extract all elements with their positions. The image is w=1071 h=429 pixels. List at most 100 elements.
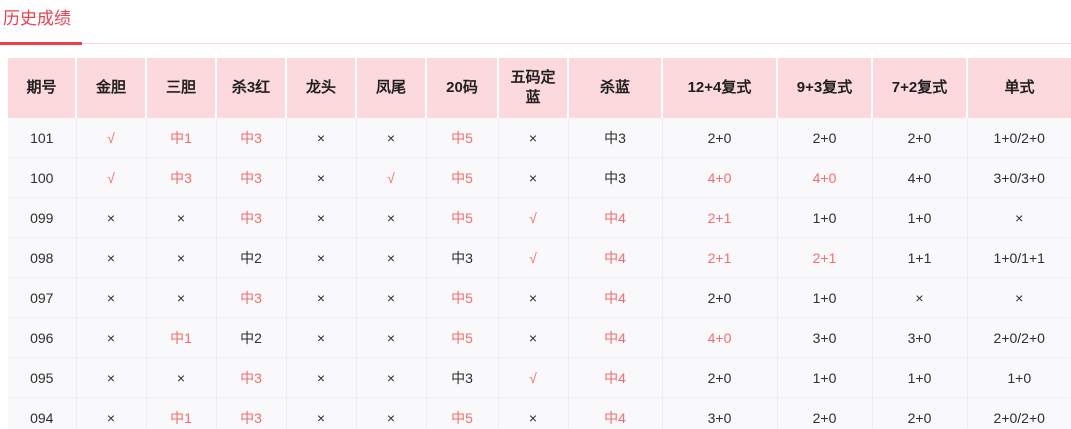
table-cell: 中4: [568, 277, 663, 318]
table-cell: ×: [967, 197, 1071, 238]
table-cell: ×: [356, 397, 427, 429]
table-cell: 2+1: [777, 237, 873, 278]
table-cell: 中3: [426, 237, 499, 278]
column-header: 五码定蓝: [498, 58, 569, 118]
table-row: 094 × 中1 中3 × × 中5 × 中4 3+0 2+0 2+0 2+0/2+0: [8, 397, 1071, 429]
table-cell: 2+0: [662, 277, 778, 318]
title-underline: [0, 42, 1071, 45]
table-cell: 中3: [216, 397, 287, 429]
table-cell: 2+0: [662, 118, 778, 158]
table-cell: ×: [146, 277, 217, 318]
table-cell: 中1: [146, 317, 217, 358]
table-cell: √: [76, 118, 147, 158]
table-cell: 中5: [426, 118, 499, 158]
table-cell: 2+0: [777, 397, 873, 429]
table-cell: 2+0: [662, 357, 778, 398]
column-header: 杀3红: [216, 58, 287, 118]
column-header: 单式: [967, 58, 1071, 118]
table-cell: 3+0: [662, 397, 778, 429]
table-cell: 1+0/2+0: [967, 118, 1071, 158]
table-cell: 3+0: [777, 317, 873, 358]
table-cell: 中3: [216, 118, 287, 158]
table-cell: ×: [356, 277, 427, 318]
table-cell: 中5: [426, 157, 499, 198]
column-header: 期号: [8, 58, 77, 118]
table-cell: ×: [967, 277, 1071, 318]
column-header: 三胆: [146, 58, 217, 118]
table-cell: 中3: [216, 157, 287, 198]
table-cell: ×: [286, 118, 357, 158]
table-cell: 1+1: [872, 237, 968, 278]
table-cell: 中3: [426, 357, 499, 398]
table-cell: 097: [8, 277, 77, 318]
table-cell: 1+0: [777, 277, 873, 318]
column-header: 杀蓝: [568, 58, 663, 118]
table-cell: ×: [76, 317, 147, 358]
table-cell: 中4: [568, 317, 663, 358]
table-cell: ×: [146, 357, 217, 398]
table-cell: 中5: [426, 277, 499, 318]
table-row: 100 √ 中3 中3 × √ 中5 × 中3 4+0 4+0 4+0 3+0/3+0: [8, 157, 1071, 198]
table-cell: ×: [76, 277, 147, 318]
table-cell: 3+0: [872, 317, 968, 358]
table-cell: 4+0: [662, 317, 778, 358]
table-cell: 中3: [568, 157, 663, 198]
table-cell: ×: [286, 197, 357, 238]
table-cell: √: [356, 157, 427, 198]
table-row: 096 × 中1 中2 × × 中5 × 中4 4+0 3+0 3+0 2+0/2+0: [8, 317, 1071, 358]
table-cell: ×: [76, 197, 147, 238]
table-cell: 1+0: [967, 357, 1071, 398]
table-cell: √: [498, 357, 569, 398]
table-cell: ×: [498, 118, 569, 158]
table-cell: 2+0: [872, 118, 968, 158]
table-cell: 3+0/3+0: [967, 157, 1071, 198]
table-cell: 101: [8, 118, 77, 158]
column-header: 金胆: [76, 58, 147, 118]
table-cell: 099: [8, 197, 77, 238]
column-header: 9+3复式: [777, 58, 873, 118]
table-row: 097 × × 中3 × × 中5 × 中4 2+0 1+0 × ×: [8, 277, 1071, 318]
table-cell: 1+0: [777, 357, 873, 398]
table-cell: 2+0: [777, 118, 873, 158]
table-cell: 中1: [146, 397, 217, 429]
table-cell: ×: [286, 357, 357, 398]
table-cell: 2+1: [662, 197, 778, 238]
page-title: 历史成绩: [3, 9, 71, 28]
table-cell: ×: [498, 317, 569, 358]
table-cell: 095: [8, 357, 77, 398]
table-cell: 2+0: [872, 397, 968, 429]
section-header: 历史成绩: [0, 0, 1071, 31]
table-cell: 094: [8, 397, 77, 429]
table-row: 101 √ 中1 中3 × × 中5 × 中3 2+0 2+0 2+0 1+0/2+0: [8, 118, 1071, 158]
table-cell: 中2: [216, 317, 287, 358]
column-header: 龙头: [286, 58, 357, 118]
table-cell: √: [76, 157, 147, 198]
table-cell: ×: [872, 277, 968, 318]
table-cell: 中3: [568, 118, 663, 158]
table-row: 099 × × 中3 × × 中5 √ 中4 2+1 1+0 1+0 ×: [8, 197, 1071, 238]
table-cell: ×: [146, 197, 217, 238]
column-header: 7+2复式: [872, 58, 968, 118]
table-cell: ×: [356, 197, 427, 238]
table-cell: 2+0/2+0: [967, 317, 1071, 358]
table-cell: ×: [286, 397, 357, 429]
table-cell: 1+0: [872, 357, 968, 398]
table-cell: 中4: [568, 357, 663, 398]
table-cell: ×: [356, 237, 427, 278]
table-header-row: 期号 金胆 三胆 杀3红 龙头 凤尾 20码 五码定蓝 杀蓝 12+4复式 9+3复式 7+2复式 单式: [8, 58, 1071, 118]
table-cell: ×: [76, 397, 147, 429]
table-cell: 中3: [216, 277, 287, 318]
table-cell: 098: [8, 237, 77, 278]
accent-bar: [0, 42, 82, 45]
table-cell: ×: [76, 237, 147, 278]
table-cell: 1+0/1+1: [967, 237, 1071, 278]
table-cell: 中2: [216, 237, 287, 278]
history-results-table: 期号 金胆 三胆 杀3红 龙头 凤尾 20码 五码定蓝 杀蓝 12+4复式 9+3复式 7+2复式 单式…: [8, 58, 1071, 429]
table-cell: 4+0: [662, 157, 778, 198]
table-cell: 096: [8, 317, 77, 358]
table-cell: ×: [356, 317, 427, 358]
table-cell: ×: [286, 277, 357, 318]
table-cell: 2+1: [662, 237, 778, 278]
table-cell: ×: [498, 397, 569, 429]
